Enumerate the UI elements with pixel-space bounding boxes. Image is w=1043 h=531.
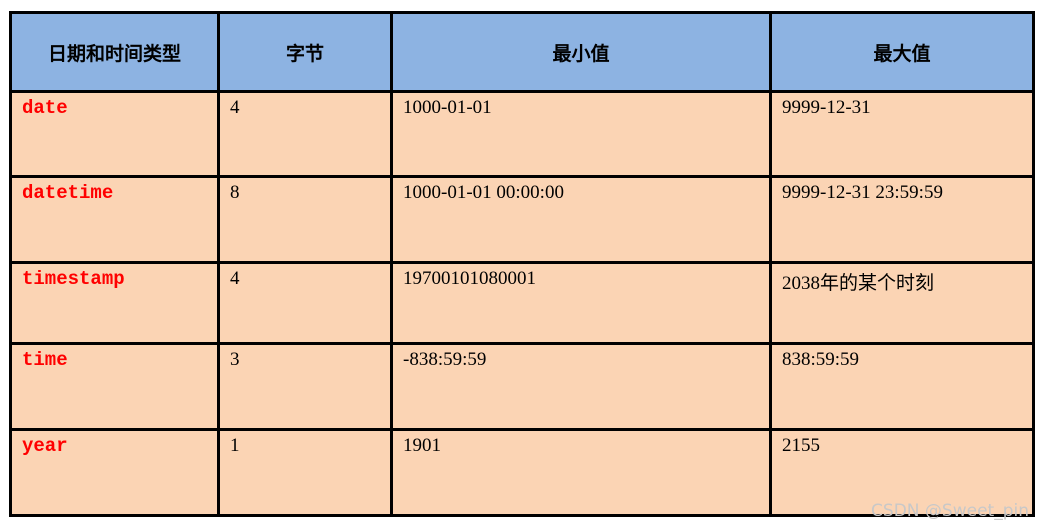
table-row: date 4 1000-01-01 9999-12-31 <box>9 90 1035 178</box>
type-cell: timestamp <box>9 261 220 345</box>
header-max: 最大值 <box>769 11 1035 93</box>
max-cell: 2038年的某个时刻 <box>769 261 1035 345</box>
min-cell: 1000-01-01 <box>390 90 772 178</box>
min-cell: -838:59:59 <box>390 342 772 431</box>
table-row: year 1 1901 2155 <box>9 428 1035 517</box>
min-cell: 1901 <box>390 428 772 517</box>
watermark: CSDN @Sweet_pin <box>871 501 1029 521</box>
table-row: time 3 -838:59:59 838:59:59 <box>9 342 1035 431</box>
bytes-cell: 1 <box>217 428 393 517</box>
header-type: 日期和时间类型 <box>9 11 220 93</box>
bytes-cell: 8 <box>217 175 393 264</box>
header-row: 日期和时间类型 字节 最小值 最大值 <box>9 11 1035 93</box>
bytes-cell: 4 <box>217 261 393 345</box>
header-bytes: 字节 <box>217 11 393 93</box>
table-row: datetime 8 1000-01-01 00:00:00 9999-12-3… <box>9 175 1035 264</box>
type-cell: time <box>9 342 220 431</box>
min-cell: 19700101080001 <box>390 261 772 345</box>
header-min: 最小值 <box>390 11 772 93</box>
bytes-cell: 4 <box>217 90 393 178</box>
datetime-types-table: 日期和时间类型 字节 最小值 最大值 date 4 1000-01-01 999… <box>9 11 1035 517</box>
max-cell: 9999-12-31 23:59:59 <box>769 175 1035 264</box>
type-cell: year <box>9 428 220 517</box>
max-cell: 838:59:59 <box>769 342 1035 431</box>
type-cell: date <box>9 90 220 178</box>
bytes-cell: 3 <box>217 342 393 431</box>
max-cell: 2155 <box>769 428 1035 517</box>
type-cell: datetime <box>9 175 220 264</box>
table-row: timestamp 4 19700101080001 2038年的某个时刻 <box>9 261 1035 345</box>
max-cell: 9999-12-31 <box>769 90 1035 178</box>
min-cell: 1000-01-01 00:00:00 <box>390 175 772 264</box>
